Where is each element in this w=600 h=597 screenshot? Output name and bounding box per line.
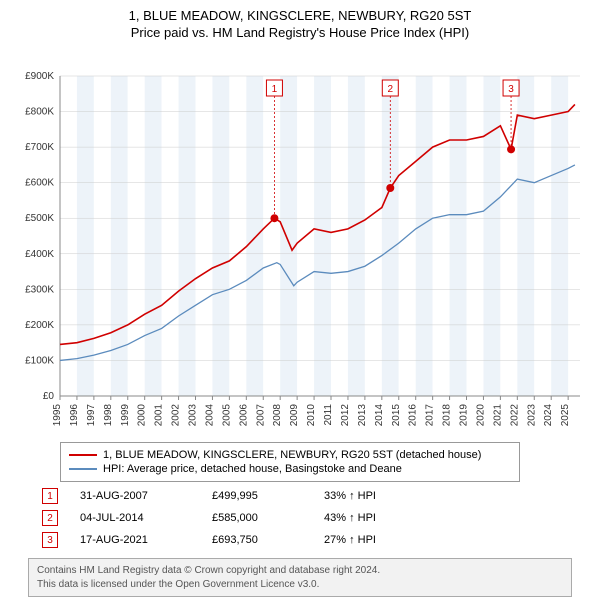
legend: 1, BLUE MEADOW, KINGSCLERE, NEWBURY, RG2…: [60, 442, 520, 482]
svg-text:2014: 2014: [374, 404, 385, 427]
chart-title-line2: Price paid vs. HM Land Registry's House …: [10, 25, 590, 40]
svg-text:1996: 1996: [69, 404, 80, 427]
legend-label: 1, BLUE MEADOW, KINGSCLERE, NEWBURY, RG2…: [103, 449, 481, 461]
svg-text:£800K: £800K: [25, 107, 54, 118]
svg-text:2004: 2004: [204, 404, 215, 427]
svg-text:£200K: £200K: [25, 320, 54, 331]
transaction-pct: 33% ↑ HPI: [324, 490, 444, 502]
svg-text:2000: 2000: [137, 404, 148, 427]
svg-text:2022: 2022: [509, 404, 520, 427]
svg-text:3: 3: [508, 84, 514, 95]
chart-title-line1: 1, BLUE MEADOW, KINGSCLERE, NEWBURY, RG2…: [10, 8, 590, 23]
svg-text:2010: 2010: [306, 404, 317, 427]
footer-line1: Contains HM Land Registry data © Crown c…: [37, 564, 563, 578]
transaction-marker: 1: [42, 488, 58, 504]
svg-text:2016: 2016: [408, 404, 419, 427]
footer-line2: This data is licensed under the Open Gov…: [37, 578, 563, 592]
svg-text:2005: 2005: [221, 404, 232, 427]
transaction-price: £499,995: [212, 490, 302, 502]
svg-text:2009: 2009: [289, 404, 300, 427]
svg-text:2001: 2001: [154, 404, 165, 427]
chart-container: 1, BLUE MEADOW, KINGSCLERE, NEWBURY, RG2…: [0, 0, 600, 590]
svg-text:1: 1: [272, 84, 278, 95]
chart-area: £0 £100K £200K £300K £400K £500K £600K £700K £80…: [10, 46, 590, 436]
footer-attribution: Contains HM Land Registry data © Crown c…: [28, 558, 572, 597]
svg-text:2011: 2011: [323, 404, 334, 426]
svg-text:£900K: £900K: [25, 71, 54, 82]
svg-text:2023: 2023: [526, 404, 537, 427]
svg-text:2013: 2013: [357, 404, 368, 427]
transaction-date: 04-JUL-2014: [80, 512, 190, 524]
svg-text:2007: 2007: [255, 404, 266, 427]
svg-text:2018: 2018: [442, 404, 453, 427]
legend-swatch: [69, 454, 97, 456]
svg-text:1999: 1999: [120, 404, 131, 427]
svg-text:2025: 2025: [560, 404, 571, 427]
svg-text:2012: 2012: [340, 404, 351, 427]
svg-text:2: 2: [388, 84, 394, 95]
sale-dot-2: [386, 184, 394, 192]
svg-text:2021: 2021: [492, 404, 503, 427]
svg-text:2008: 2008: [272, 404, 283, 427]
transaction-pct: 43% ↑ HPI: [324, 512, 444, 524]
sale-dot-1: [270, 214, 278, 222]
legend-swatch: [69, 468, 97, 470]
svg-text:1998: 1998: [103, 404, 114, 427]
svg-text:£300K: £300K: [25, 284, 54, 295]
svg-text:2020: 2020: [475, 404, 486, 427]
svg-text:2015: 2015: [391, 404, 402, 427]
svg-text:£0: £0: [43, 391, 55, 402]
svg-text:£600K: £600K: [25, 178, 54, 189]
svg-text:2024: 2024: [543, 404, 554, 427]
transaction-price: £693,750: [212, 534, 302, 546]
svg-text:2017: 2017: [425, 404, 436, 427]
transaction-marker: 3: [42, 532, 58, 548]
transaction-price: £585,000: [212, 512, 302, 524]
sale-dot-3: [507, 145, 515, 153]
transaction-row: 3 17-AUG-2021 £693,750 27% ↑ HPI: [42, 532, 590, 548]
svg-text:1995: 1995: [52, 404, 63, 427]
transaction-date: 31-AUG-2007: [80, 490, 190, 502]
legend-item: HPI: Average price, detached house, Basi…: [69, 463, 511, 475]
transaction-row: 2 04-JUL-2014 £585,000 43% ↑ HPI: [42, 510, 590, 526]
svg-text:£400K: £400K: [25, 249, 54, 260]
legend-label: HPI: Average price, detached house, Basi…: [103, 463, 402, 475]
transaction-row: 1 31-AUG-2007 £499,995 33% ↑ HPI: [42, 488, 590, 504]
transaction-date: 17-AUG-2021: [80, 534, 190, 546]
svg-text:2003: 2003: [188, 404, 199, 427]
transaction-table: 1 31-AUG-2007 £499,995 33% ↑ HPI 2 04-JUL-201…: [42, 488, 590, 548]
svg-text:£500K: £500K: [25, 213, 54, 224]
transaction-marker: 2: [42, 510, 58, 526]
svg-text:2006: 2006: [238, 404, 249, 427]
legend-item: 1, BLUE MEADOW, KINGSCLERE, NEWBURY, RG2…: [69, 449, 511, 461]
svg-text:£100K: £100K: [25, 355, 54, 366]
line-chart-svg: £0 £100K £200K £300K £400K £500K £600K £700K £80…: [10, 46, 590, 436]
transaction-pct: 27% ↑ HPI: [324, 534, 444, 546]
svg-text:2002: 2002: [171, 404, 182, 427]
svg-text:1997: 1997: [86, 404, 97, 427]
svg-text:2019: 2019: [459, 404, 470, 427]
svg-text:£700K: £700K: [25, 142, 54, 153]
